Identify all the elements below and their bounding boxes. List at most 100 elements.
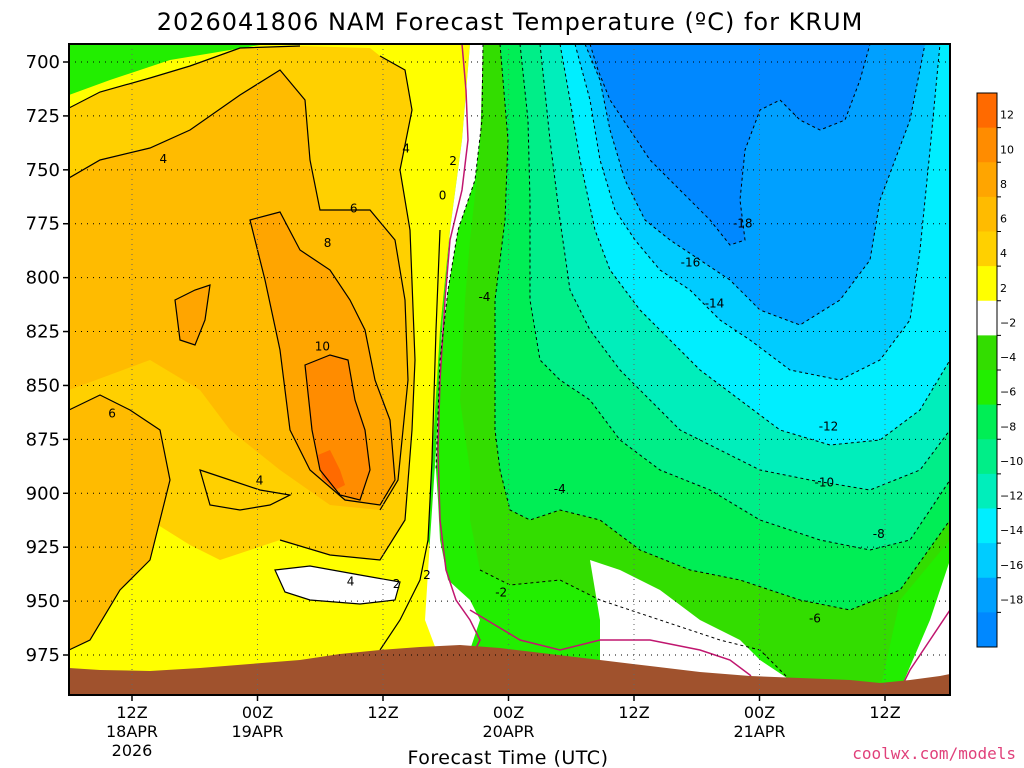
y-tick-label: 825 <box>26 322 60 343</box>
contour-label: -14 <box>705 297 725 311</box>
contour-line <box>304 354 371 501</box>
contour-label: -8 <box>873 527 885 541</box>
contour-line <box>589 44 871 246</box>
contour-labels: 4 4 2 0 6 8 10 -4 6 4 -4 4 2 2 -2 -18 -16 -14 -12 -10 -8 -6 <box>108 141 884 625</box>
colorbar-swatch <box>977 404 997 440</box>
y-tick-label: 875 <box>26 429 60 450</box>
y-tick-label: 900 <box>26 483 60 504</box>
colorbar-swatch <box>977 162 997 198</box>
contour-line <box>379 229 441 651</box>
colorbar-swatch <box>977 231 997 267</box>
cold-edge-white <box>900 540 950 690</box>
colorbar-label: −12 <box>1000 490 1023 503</box>
colorbar-swatch <box>977 577 997 613</box>
contour-label: 10 <box>315 340 330 354</box>
x-tick-label: 00Z <box>242 703 273 722</box>
colorbar: 12 10 8 6 4 2 −2 −4 −6 −8 −10 −12 −14 −16 −18 <box>976 92 1023 648</box>
colorbar-label: 2 <box>1000 282 1007 295</box>
contour-label: -2 <box>495 585 507 599</box>
freezing-line <box>899 609 950 691</box>
contour-line <box>494 44 950 611</box>
colorbar-swatch <box>977 300 997 336</box>
contour-line <box>69 69 409 511</box>
y-tick-label: 800 <box>26 268 60 289</box>
chart-title: 2026041806 NAM Forecast Temperature (ºC)… <box>157 8 864 36</box>
y-tick-label: 750 <box>26 160 60 181</box>
x-tick-date: 18APR <box>106 722 158 741</box>
contour-label: 4 <box>160 152 168 166</box>
x-tick-label: 12Z <box>367 703 398 722</box>
x-axis-label: Forecast Time (UTC) <box>408 747 609 768</box>
plot-frame <box>68 43 951 696</box>
contour-label: -4 <box>478 290 490 304</box>
warm-region-6-8-lower <box>69 395 170 650</box>
freezing-band <box>425 44 483 660</box>
contour-lines <box>69 44 950 691</box>
colorbar-label: −6 <box>1000 386 1016 399</box>
y-tick-label: 950 <box>26 591 60 612</box>
contour-label: 4 <box>347 575 355 589</box>
x-tick-label: 00Z <box>744 703 775 722</box>
colorbar-swatch <box>977 335 997 371</box>
terrain <box>69 645 950 695</box>
contour-label: -10 <box>815 475 835 489</box>
contour-line <box>479 569 801 691</box>
warm-region-8-10-small <box>175 285 210 345</box>
x-tick-label: 12Z <box>869 703 900 722</box>
y-axis: 700 725 750 775 800 825 850 875 900 925 950 975 <box>26 52 950 666</box>
contour-label: 0 <box>439 189 447 203</box>
colorbar-label: −16 <box>1000 559 1023 572</box>
cold-region-minus-18 <box>590 44 870 245</box>
contour-line <box>435 44 484 471</box>
x-tick-label: 00Z <box>493 703 524 722</box>
temperature-fill-regions <box>69 44 950 695</box>
cold-pocket-white <box>590 560 790 690</box>
contour-label: -12 <box>819 419 839 433</box>
colorbar-swatch <box>977 370 997 406</box>
contour-label: 8 <box>324 236 332 250</box>
contour-label: 4 <box>402 141 410 155</box>
x-tick-date: 19APR <box>231 722 283 741</box>
y-tick-label: 725 <box>26 106 60 127</box>
x-tick-label: 12Z <box>116 703 147 722</box>
contour-line <box>199 469 292 511</box>
colorbar-swatch <box>977 93 997 129</box>
contour-line <box>279 55 416 561</box>
colorbar-label: −10 <box>1000 455 1023 468</box>
y-tick-label: 850 <box>26 375 60 396</box>
contour-label: 6 <box>108 406 116 420</box>
freezing-line <box>469 609 761 691</box>
site-credit: coolwx.com/models <box>852 744 1016 763</box>
colorbar-swatch <box>977 508 997 544</box>
colorbar-swatch <box>977 543 997 579</box>
contour-label: -4 <box>554 482 566 496</box>
contour-label: -6 <box>809 611 821 625</box>
freezing-line <box>437 44 481 681</box>
contour-line <box>519 44 950 551</box>
contour-line <box>559 44 950 446</box>
y-tick-label: 975 <box>26 645 60 666</box>
contour-label: -18 <box>733 217 753 231</box>
contour-label: 6 <box>350 202 358 216</box>
colorbar-label: 8 <box>1000 178 1007 191</box>
contour-label: -16 <box>681 256 701 270</box>
colorbar-label: 12 <box>1000 109 1014 122</box>
colorbar-label: −2 <box>1000 316 1016 329</box>
contour-line <box>249 211 396 506</box>
contour-line <box>539 44 950 491</box>
y-tick-label: 700 <box>26 52 60 73</box>
y-tick-label: 925 <box>26 537 60 558</box>
contour-line <box>69 394 171 651</box>
x-tick-date: 21APR <box>733 722 785 741</box>
contour-label: 2 <box>423 568 431 582</box>
contour-label: 2 <box>449 154 457 168</box>
contour-label: 4 <box>256 473 264 487</box>
freezing-pocket <box>275 566 400 604</box>
colorbar-label: 10 <box>1000 143 1014 156</box>
colorbar-swatch <box>977 266 997 302</box>
contour-line <box>69 45 301 109</box>
x-tick-label: 12Z <box>618 703 649 722</box>
contour-label: 2 <box>393 577 401 591</box>
